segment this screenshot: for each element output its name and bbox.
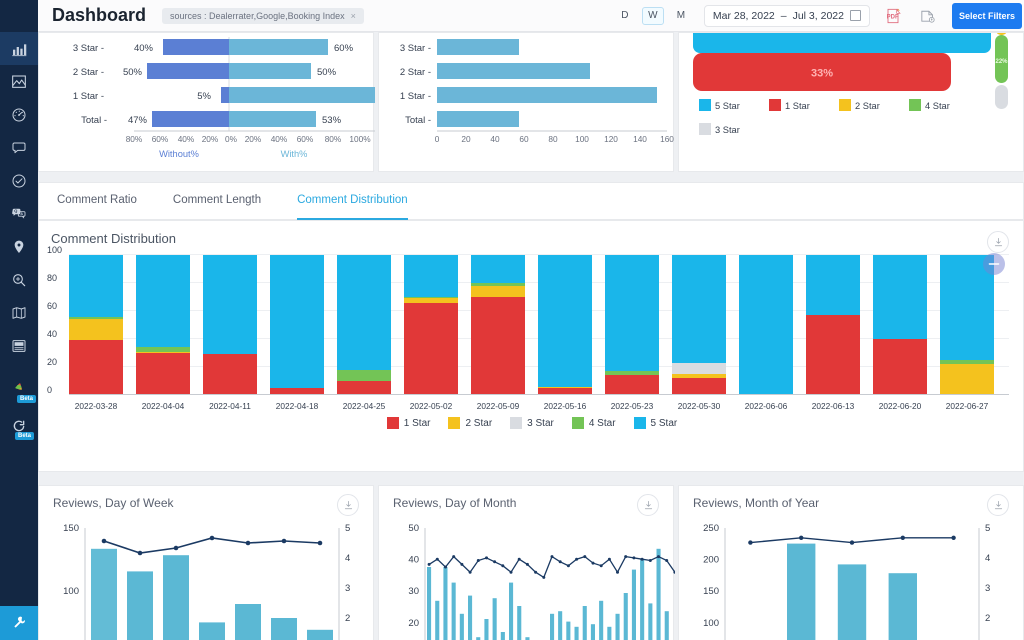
svg-text:2 Star: 2 Star [855, 101, 880, 111]
svg-text:80%: 80% [325, 134, 342, 144]
svg-text:Total -: Total - [81, 115, 107, 126]
svg-text:100: 100 [575, 134, 589, 144]
svg-text:40%: 40% [271, 134, 288, 144]
svg-text:5 Star: 5 Star [715, 101, 740, 111]
svg-text:0: 0 [435, 134, 440, 144]
svg-text:2 Star -: 2 Star - [400, 67, 431, 78]
svg-text:47%: 47% [128, 115, 148, 126]
svg-text:Without%: Without% [159, 149, 199, 159]
svg-text:3 Star -: 3 Star - [73, 43, 104, 54]
svg-text:2 Star -: 2 Star - [73, 67, 104, 78]
svg-text:80: 80 [548, 134, 558, 144]
svg-text:200: 200 [703, 555, 719, 566]
svg-text:60%: 60% [334, 43, 354, 54]
svg-text:60: 60 [519, 134, 529, 144]
svg-text:1 Star -: 1 Star - [400, 91, 431, 102]
svg-text:50: 50 [408, 523, 419, 534]
svg-text:Q: Q [14, 208, 17, 213]
svg-text:33%: 33% [811, 68, 833, 80]
svg-text:3 Star: 3 Star [715, 125, 740, 135]
svg-text:160: 160 [660, 134, 674, 144]
svg-text:80%: 80% [126, 134, 143, 144]
svg-text:150: 150 [63, 523, 79, 534]
svg-text:20%: 20% [245, 134, 262, 144]
svg-text:150: 150 [703, 586, 719, 597]
svg-text:1 Star: 1 Star [785, 101, 810, 111]
svg-text:40%: 40% [178, 134, 195, 144]
svg-text:40%: 40% [134, 43, 154, 54]
svg-text:4: 4 [345, 553, 350, 564]
svg-text:50%: 50% [123, 67, 143, 78]
svg-text:5%: 5% [197, 91, 211, 102]
svg-text:20: 20 [408, 618, 419, 629]
svg-text:40: 40 [408, 555, 419, 566]
svg-text:22%: 22% [995, 59, 1008, 65]
svg-text:250: 250 [703, 523, 719, 534]
svg-text:5: 5 [985, 523, 990, 534]
svg-text:0%: 0% [225, 134, 238, 144]
svg-text:100%: 100% [349, 134, 371, 144]
svg-text:60%: 60% [152, 134, 169, 144]
svg-text:53%: 53% [322, 115, 342, 126]
svg-text:2: 2 [345, 613, 350, 624]
svg-text:120: 120 [604, 134, 618, 144]
svg-text:With%: With% [281, 149, 308, 159]
svg-text:PDF: PDF [887, 14, 899, 20]
svg-text:60%: 60% [297, 134, 314, 144]
svg-text:140: 140 [633, 134, 647, 144]
svg-text:20%: 20% [202, 134, 219, 144]
svg-text:20: 20 [461, 134, 471, 144]
svg-text:40: 40 [490, 134, 500, 144]
svg-text:3: 3 [985, 583, 990, 594]
svg-text:5: 5 [345, 523, 350, 534]
svg-text:50%: 50% [317, 67, 337, 78]
svg-text:3: 3 [345, 583, 350, 594]
svg-text:100: 100 [63, 586, 79, 597]
svg-text:100: 100 [703, 618, 719, 629]
svg-text:30: 30 [408, 586, 419, 597]
svg-text:A: A [20, 211, 23, 215]
svg-text:Total -: Total - [405, 115, 431, 126]
svg-text:4: 4 [985, 553, 990, 564]
svg-text:2: 2 [985, 613, 990, 624]
svg-text:4 Star: 4 Star [925, 101, 950, 111]
svg-text:3 Star -: 3 Star - [400, 43, 431, 54]
svg-text:1 Star -: 1 Star - [73, 91, 104, 102]
